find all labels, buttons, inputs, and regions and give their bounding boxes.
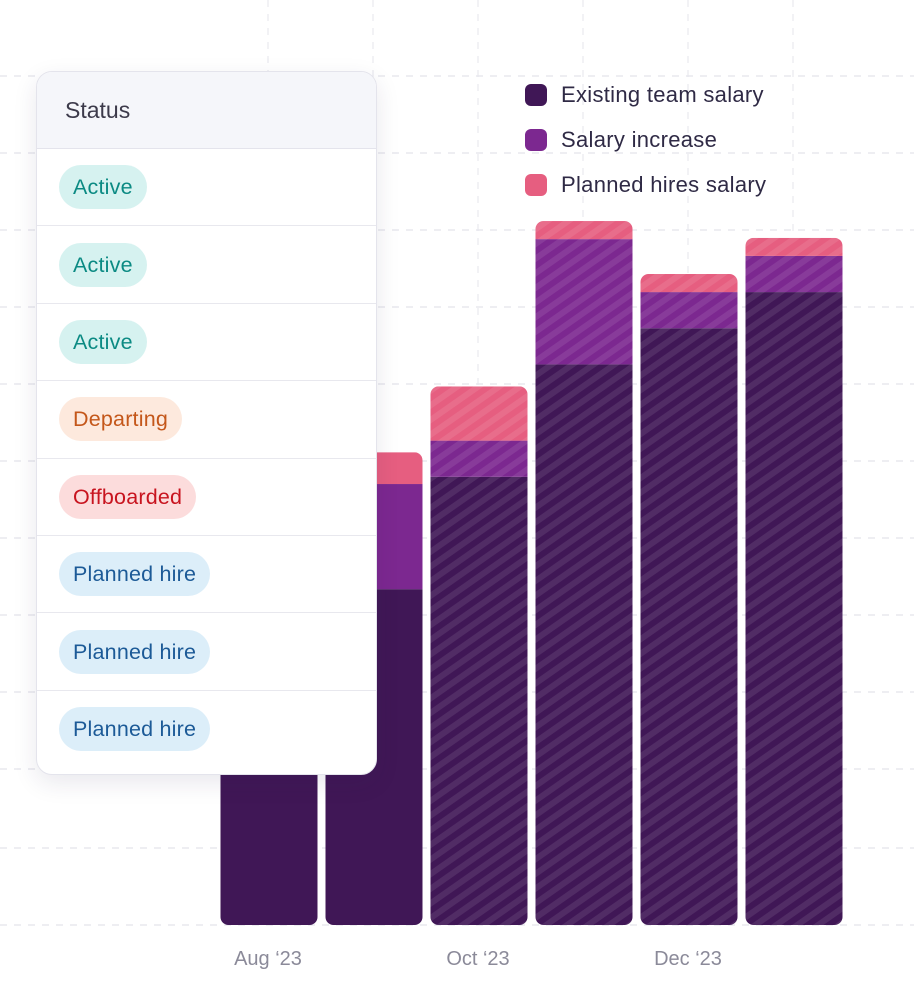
status-row: Active <box>37 304 376 382</box>
bar-segment-hatch <box>535 239 633 365</box>
bar-segment-hatch <box>745 292 843 925</box>
status-badge: Planned hire <box>59 629 211 674</box>
legend-item-salary-increase: Salary increase <box>525 117 766 162</box>
bar-segment-hatch <box>745 237 843 256</box>
bar-segment-hatch <box>535 364 633 925</box>
bar-segment-hatch <box>535 221 633 240</box>
x-tick-label: Aug ‘23 <box>234 948 302 970</box>
legend-label: Salary increase <box>561 126 718 152</box>
legend-label: Existing team salary <box>561 81 764 107</box>
x-tick-label: Oct ‘23 <box>446 948 510 970</box>
bar-stack <box>535 221 633 925</box>
status-badge: Active <box>59 165 147 210</box>
status-row: Planned hire <box>37 613 376 691</box>
bar-segment-hatch <box>430 386 528 441</box>
status-row: Active <box>37 226 376 304</box>
status-badge: Departing <box>59 397 183 442</box>
bar-segment-hatch <box>640 328 738 925</box>
bar-segment-hatch <box>745 255 843 293</box>
status-row: Departing <box>37 381 376 459</box>
status-card: Status Active Active Active Departing Of… <box>36 71 377 775</box>
status-badge: Offboarded <box>59 474 197 519</box>
legend-swatch-salary-increase <box>525 128 547 151</box>
bar-stack <box>640 274 738 925</box>
legend-item-planned-hires-salary: Planned hires salary <box>525 162 766 207</box>
status-badge: Active <box>59 319 147 364</box>
status-card-header: Status <box>37 72 376 149</box>
status-badge: Active <box>59 242 147 287</box>
status-row: Active <box>37 149 376 227</box>
bar-segment-hatch <box>640 274 738 293</box>
legend-item-existing-team-salary: Existing team salary <box>525 72 766 117</box>
status-row: Planned hire <box>37 536 376 614</box>
bar-segment-hatch <box>430 440 528 477</box>
status-column-title: Status <box>65 96 131 123</box>
bar-segment-hatch <box>430 476 528 925</box>
bar-stack <box>430 386 528 925</box>
status-row: Planned hire <box>37 691 376 768</box>
legend-swatch-planned-hires-salary <box>525 173 547 196</box>
bar-stack <box>745 237 843 925</box>
x-tick-label: Dec ‘23 <box>654 948 722 970</box>
status-badge: Planned hire <box>59 552 211 597</box>
status-row: Offboarded <box>37 459 376 536</box>
legend-label: Planned hires salary <box>561 171 767 197</box>
legend-swatch-existing-team-salary <box>525 83 547 106</box>
bar-segment-hatch <box>640 292 738 329</box>
chart-legend: Existing team salary Salary increase Pla… <box>525 72 766 207</box>
status-badge: Planned hire <box>59 707 211 752</box>
